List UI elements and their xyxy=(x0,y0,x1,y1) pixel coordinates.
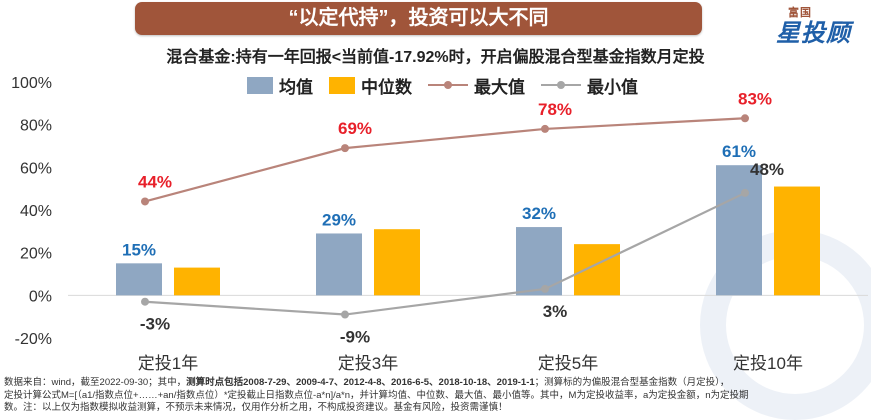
legend-item-min: 最小值 xyxy=(541,73,638,98)
bar-mean xyxy=(716,165,762,296)
logo-big-text: 星投顾 xyxy=(776,20,851,47)
series-point-max xyxy=(541,124,549,133)
legend-line-min xyxy=(541,77,581,93)
legend-label-median: 中位数 xyxy=(361,77,412,97)
y-tick-label: 80% xyxy=(20,118,52,135)
series-point-min xyxy=(541,284,549,293)
line-data-label: 69% xyxy=(338,119,372,138)
legend-swatch-median xyxy=(329,76,355,94)
legend-item-mean: 均值 xyxy=(247,73,313,98)
line-data-label: -3% xyxy=(140,315,170,334)
line-data-label: 3% xyxy=(543,302,568,321)
series-line-max xyxy=(144,117,746,203)
chart-title: 混合基金:持有一年回报<当前值-17.92%时，开启偏股混合型基金指数月定投 xyxy=(166,49,705,66)
series-point-min xyxy=(341,310,349,319)
y-tick-label: 40% xyxy=(20,203,52,220)
footnote-line-3: 数。注：以上仅为指数模拟收益测算，不预示未来情况，仅用作分析之用，不构成投资建议… xyxy=(4,402,508,413)
bar-median xyxy=(174,267,220,296)
brand-logo: 富国 星投顾 xyxy=(758,4,858,47)
bar-median xyxy=(374,229,420,296)
y-tick-label: 0% xyxy=(29,288,52,305)
footnote-line-1: 数据来自：wind，截至2022-09-30；其中，测算时点包括2008-7-2… xyxy=(4,377,730,388)
bar-mean xyxy=(116,263,162,296)
series-point-max xyxy=(141,197,149,206)
line-data-label: 83% xyxy=(738,89,772,108)
legend-label-min: 最小值 xyxy=(587,77,638,97)
chart-legend: 均值 中位数 最大值 最小值 xyxy=(247,73,654,97)
series-point-max xyxy=(741,114,749,123)
line-data-label: 44% xyxy=(138,172,172,191)
bar-median xyxy=(774,186,820,296)
y-tick-label: -20% xyxy=(15,331,52,348)
bar-data-label: 29% xyxy=(322,210,356,229)
footnote: 数据来自：wind，截至2022-09-30；其中，测算时点包括2008-7-2… xyxy=(4,377,864,415)
series-point-min xyxy=(741,188,749,197)
legend-label-max: 最大值 xyxy=(474,77,525,97)
bar-data-label: 61% xyxy=(722,142,756,161)
legend-swatch-mean xyxy=(247,76,273,94)
legend-item-max: 最大值 xyxy=(428,73,525,98)
y-tick-label: 20% xyxy=(20,246,52,263)
banner-title: “以定代持”，投资可以大不同 xyxy=(135,2,702,35)
bar-mean xyxy=(316,233,362,296)
logo-small-text: 富国 xyxy=(788,7,812,19)
line-data-label: 48% xyxy=(750,160,784,179)
legend-item-median: 中位数 xyxy=(329,73,412,98)
legend-label-mean: 均值 xyxy=(279,77,313,97)
bar-data-label: 32% xyxy=(522,204,556,223)
x-category-label: 定投3年 xyxy=(338,354,398,373)
x-category-label: 定投1年 xyxy=(138,354,198,373)
series-line-min xyxy=(144,191,746,316)
x-category-label: 定投5年 xyxy=(538,354,598,373)
bar-data-label: 15% xyxy=(122,240,156,259)
footnote-line-2: 定投计算公式M=[（a1/指数点位+……+an/指数点位）*定投截止日指数点位-… xyxy=(4,389,749,401)
series-point-min xyxy=(141,297,149,306)
bar-median xyxy=(574,244,620,296)
x-category-label: 定投10年 xyxy=(733,354,803,373)
legend-line-max xyxy=(428,77,468,93)
y-tick-label: 100% xyxy=(11,75,52,92)
y-tick-label: 60% xyxy=(20,160,52,177)
line-data-label: -9% xyxy=(340,328,370,347)
series-point-max xyxy=(341,144,349,153)
line-data-label: 78% xyxy=(538,100,572,119)
